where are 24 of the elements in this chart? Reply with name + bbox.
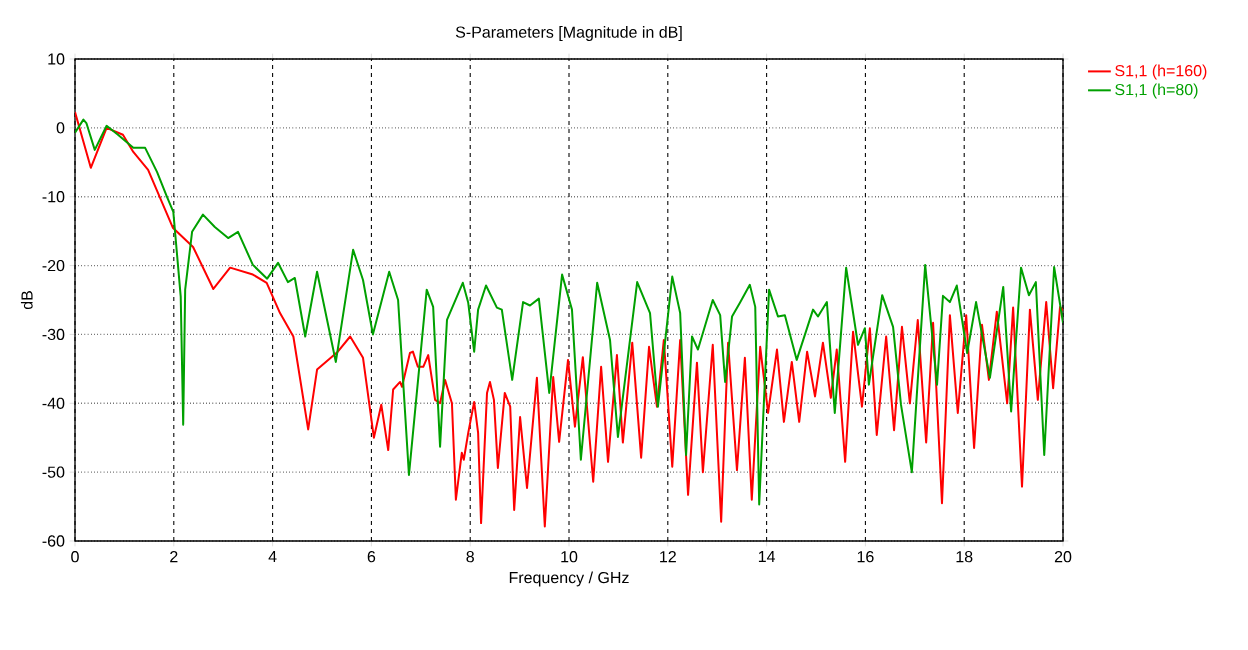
y-tick-label: 10	[48, 53, 65, 65]
x-tick-label: 10	[561, 551, 578, 563]
y-tick-label: -50	[42, 466, 65, 478]
y-tick-label: -40	[42, 397, 65, 409]
x-tick-label: 18	[956, 551, 973, 563]
x-tick-label: 0	[71, 551, 79, 563]
x-tick-label: 20	[1054, 551, 1072, 563]
chart-title: S-Parameters [Magnitude in dB]	[455, 26, 682, 41]
x-tick-label: 12	[660, 551, 676, 563]
legend-label: S1,1 (h=160)	[1115, 64, 1207, 80]
x-tick-label: 4	[268, 551, 277, 563]
x-tick-label: 2	[170, 551, 178, 563]
x-tick-label: 8	[466, 551, 474, 563]
y-tick-label: -20	[42, 259, 65, 272]
x-tick-label: 6	[367, 551, 376, 563]
legend-label: S1,1 (h=80)	[1115, 83, 1198, 99]
x-tick-label: 14	[758, 551, 776, 563]
y-tick-label: 0	[56, 122, 65, 134]
y-tick-label: -30	[42, 328, 65, 341]
y-axis-title: dB	[20, 291, 33, 310]
y-tick-label: -10	[42, 191, 65, 203]
y-tick-label: -60	[42, 535, 65, 547]
x-axis-title: Frequency / GHz	[509, 571, 629, 587]
x-tick-label: 16	[857, 551, 874, 563]
